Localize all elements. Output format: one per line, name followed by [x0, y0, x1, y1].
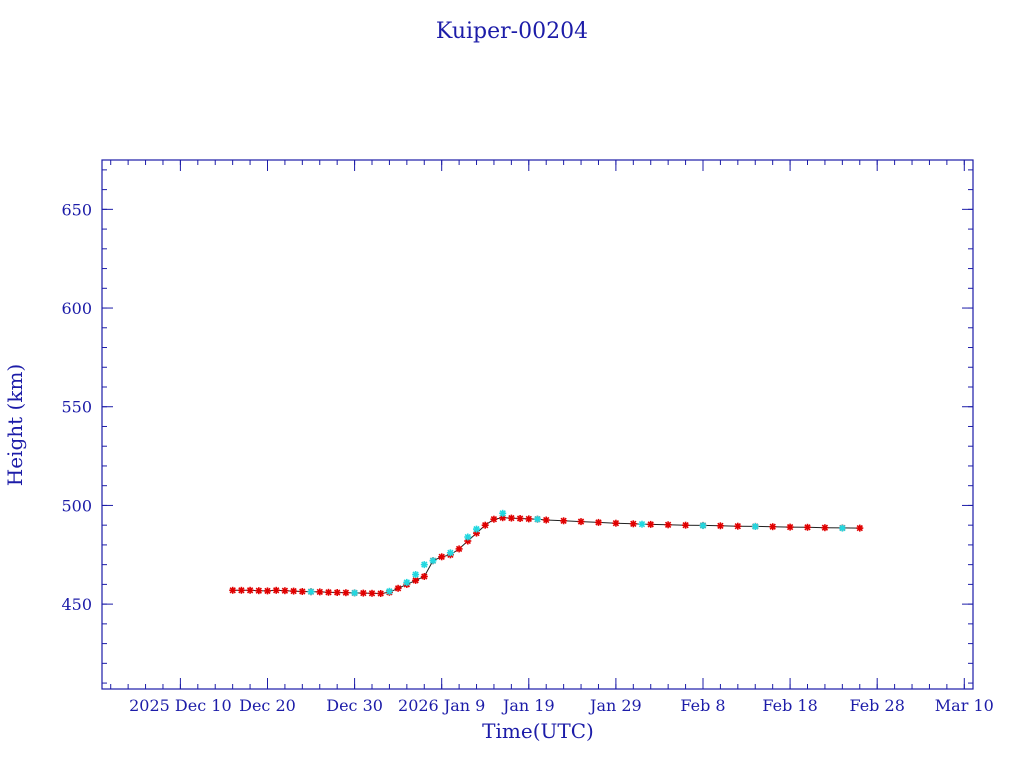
data-point	[394, 584, 402, 592]
data-point-secondary	[412, 571, 420, 578]
data-points	[229, 509, 864, 597]
data-point	[507, 514, 515, 522]
plot-frame	[101, 159, 974, 690]
data-point	[333, 589, 341, 596]
x-tick-label: Feb 18	[762, 696, 817, 715]
x-tick-label: Dec 30	[326, 696, 383, 715]
data-point	[856, 524, 864, 532]
data-point-secondary	[638, 520, 646, 528]
data-point	[281, 587, 289, 595]
data-point	[577, 518, 585, 526]
data-point	[525, 515, 533, 523]
data-point	[359, 589, 367, 597]
data-point	[664, 521, 672, 529]
data-point	[316, 588, 324, 596]
data-point	[368, 589, 376, 597]
y-tick-label: 600	[61, 299, 92, 318]
data-point	[455, 545, 463, 553]
data-point	[560, 517, 568, 525]
x-tick-label: 2026 Jan 9	[398, 696, 485, 715]
data-point	[804, 523, 811, 531]
data-point	[786, 523, 794, 531]
data-point-secondary	[464, 533, 472, 541]
data-point	[237, 586, 245, 594]
data-point	[298, 588, 306, 595]
data-point	[377, 590, 385, 597]
x-tick-label: 2025 Dec 10	[129, 696, 232, 715]
axis-ticks	[102, 160, 973, 689]
data-point	[272, 586, 280, 594]
x-tick-label: Feb 8	[680, 696, 725, 715]
x-tick-label: Mar 10	[935, 696, 994, 715]
data-point-secondary	[838, 524, 846, 532]
data-point	[682, 521, 690, 529]
data-point	[490, 515, 498, 523]
data-point	[290, 587, 298, 595]
trajectory-line	[232, 517, 860, 595]
data-point	[438, 553, 446, 561]
data-point-secondary	[446, 549, 454, 557]
x-tick-labels: 2025 Dec 10 Dec 20 Dec 30 2026 Jan 9 Jan 19 J…	[129, 696, 994, 715]
data-point	[716, 522, 724, 530]
y-tick-label: 450	[61, 595, 92, 614]
data-point	[264, 587, 271, 595]
data-point-secondary	[699, 522, 707, 530]
data-point	[769, 523, 777, 531]
chart-title: Kuiper-00204	[436, 19, 588, 44]
data-point	[595, 518, 602, 526]
data-point-secondary	[351, 589, 359, 597]
x-tick-label: Jan 19	[501, 696, 555, 715]
data-point-secondary	[403, 578, 411, 586]
data-point	[229, 586, 237, 594]
data-point	[821, 524, 829, 532]
y-tick-label: 500	[61, 496, 92, 515]
data-point	[325, 588, 332, 596]
data-point-secondary	[307, 588, 315, 596]
y-tick-label: 650	[61, 200, 92, 219]
data-point-secondary	[499, 509, 507, 517]
data-point	[481, 521, 489, 529]
data-point	[516, 515, 524, 522]
data-point	[734, 522, 742, 530]
data-point	[342, 589, 350, 597]
data-point	[629, 520, 637, 528]
x-tick-label: Dec 20	[239, 696, 296, 715]
data-point-secondary	[751, 523, 759, 530]
series-lines	[232, 517, 860, 595]
data-point-secondary	[385, 587, 393, 595]
x-tick-label: Jan 29	[588, 696, 642, 715]
data-point	[542, 516, 550, 524]
data-point-secondary	[473, 525, 480, 533]
data-point	[412, 576, 420, 584]
data-point	[246, 586, 254, 594]
data-point-secondary	[420, 561, 428, 569]
y-axis-label: Height (km)	[3, 364, 27, 486]
data-point	[255, 587, 263, 595]
data-point-secondary	[534, 515, 541, 523]
x-tick-label: Feb 28	[849, 696, 904, 715]
data-point	[420, 573, 428, 580]
y-tick-labels: 450 500 550 600 650	[61, 200, 92, 614]
data-point-secondary	[429, 557, 437, 565]
y-tick-label: 550	[61, 398, 92, 417]
data-point	[647, 520, 655, 528]
data-point	[612, 519, 620, 527]
x-axis-label: Time(UTC)	[482, 719, 594, 743]
